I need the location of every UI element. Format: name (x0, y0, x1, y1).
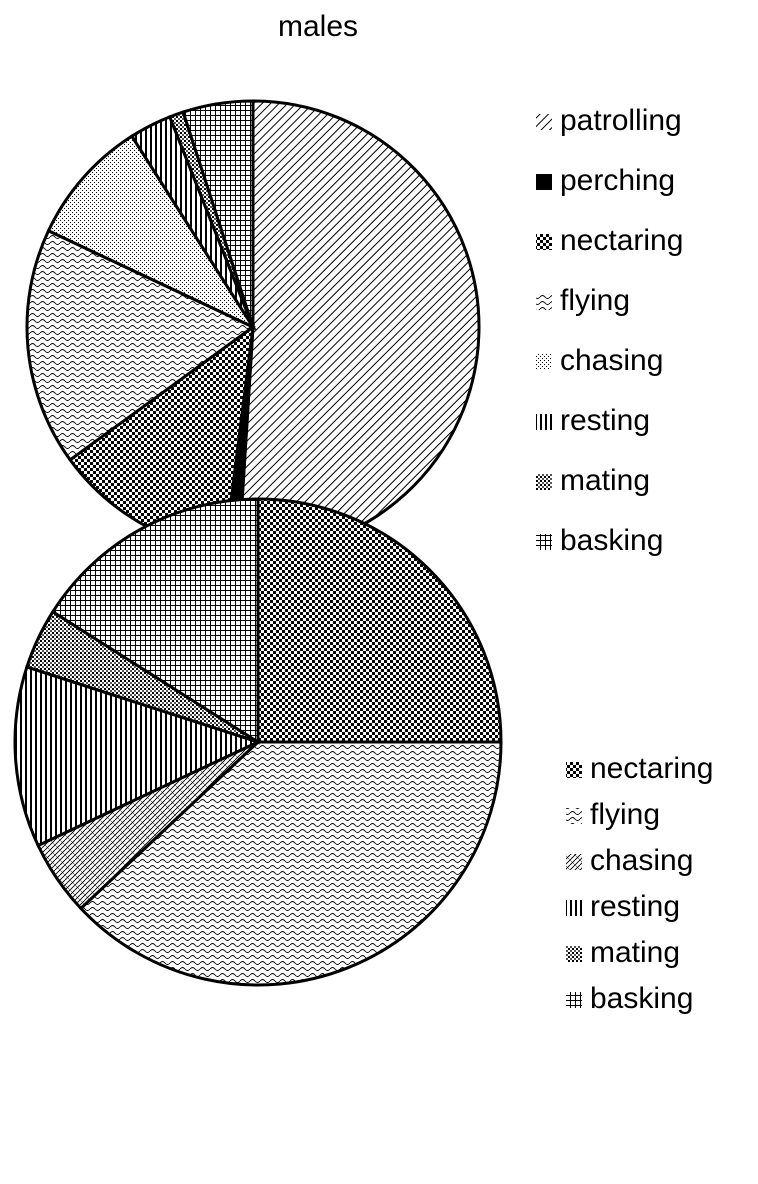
legend-swatch (536, 294, 552, 310)
legend-label: mating (560, 464, 650, 497)
legend-swatch (566, 762, 582, 778)
pie-slice (256, 497, 503, 744)
legend-swatch (536, 414, 552, 430)
legend-label: mating (590, 936, 680, 969)
legend-label: resting (590, 890, 680, 923)
legend-label: chasing (560, 344, 663, 377)
pie-slice (78, 740, 503, 987)
chart-title: males (278, 10, 358, 43)
legend-label: resting (560, 404, 650, 437)
pie-slice (50, 497, 260, 745)
legend-label: chasing (590, 844, 693, 877)
legend-label: basking (590, 982, 693, 1015)
legend-label: patrolling (560, 104, 682, 137)
legend-swatch (536, 234, 552, 250)
legend-label: flying (560, 284, 630, 317)
legend-label: basking (560, 524, 663, 557)
legend-swatch (536, 354, 552, 370)
pie-slice (25, 228, 256, 462)
legend-label: nectaring (560, 224, 683, 257)
legend-swatch (566, 946, 582, 962)
pie-slice (237, 99, 481, 555)
pie-slice (13, 665, 263, 848)
legend-label: flying (590, 798, 660, 831)
legend-swatch (536, 114, 552, 130)
legend-label: nectaring (590, 752, 713, 785)
legend-label: perching (560, 164, 675, 197)
legend-swatch (536, 474, 552, 490)
pie-slice (46, 134, 258, 331)
legend-swatch (566, 900, 582, 916)
legend-swatch (566, 854, 582, 870)
pie-slice (181, 99, 255, 328)
legend-swatch (536, 174, 552, 190)
legend-swatch (566, 808, 582, 824)
legend-swatch (566, 992, 582, 1008)
legend-swatch (536, 534, 552, 550)
